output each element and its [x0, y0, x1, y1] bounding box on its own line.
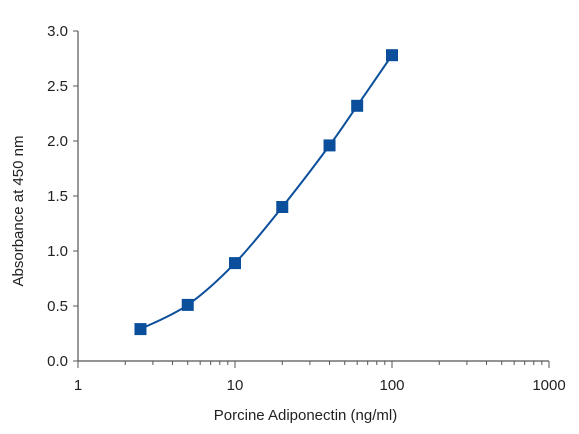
ticks: 0.0 0.5 1.0 1.5 2.0 2.5 3.0 1 10 100 1000 — [47, 23, 566, 394]
fit-curve-layer — [140, 54, 393, 330]
data-point — [134, 323, 147, 336]
data-point — [351, 99, 364, 112]
axes — [77, 31, 549, 362]
y-tick-label: 2.0 — [47, 133, 68, 150]
y-tick-label: 3.0 — [47, 23, 68, 40]
x-tick-label: 100 — [379, 377, 404, 394]
data-point — [229, 257, 241, 270]
data-point — [276, 201, 289, 213]
data-point — [323, 139, 336, 152]
y-axis-title: Absorbance at 450 nm — [10, 136, 27, 287]
y-tick-label: 1.5 — [47, 188, 68, 205]
y-tick-label: 2.5 — [47, 78, 68, 95]
data-point — [181, 298, 194, 311]
y-tick-label: 0.0 — [47, 353, 68, 370]
fit-curve — [140, 54, 393, 330]
data-points — [134, 49, 398, 336]
y-tick-label: 1.0 — [47, 243, 68, 260]
x-tick-label: 10 — [227, 377, 244, 394]
x-axis-title: Porcine Adiponectin (ng/ml) — [214, 407, 397, 424]
x-tick-label: 1 — [74, 377, 82, 394]
x-tick-label: 1000 — [532, 377, 565, 394]
y-tick-label: 0.5 — [47, 298, 68, 315]
data-point — [386, 49, 398, 62]
